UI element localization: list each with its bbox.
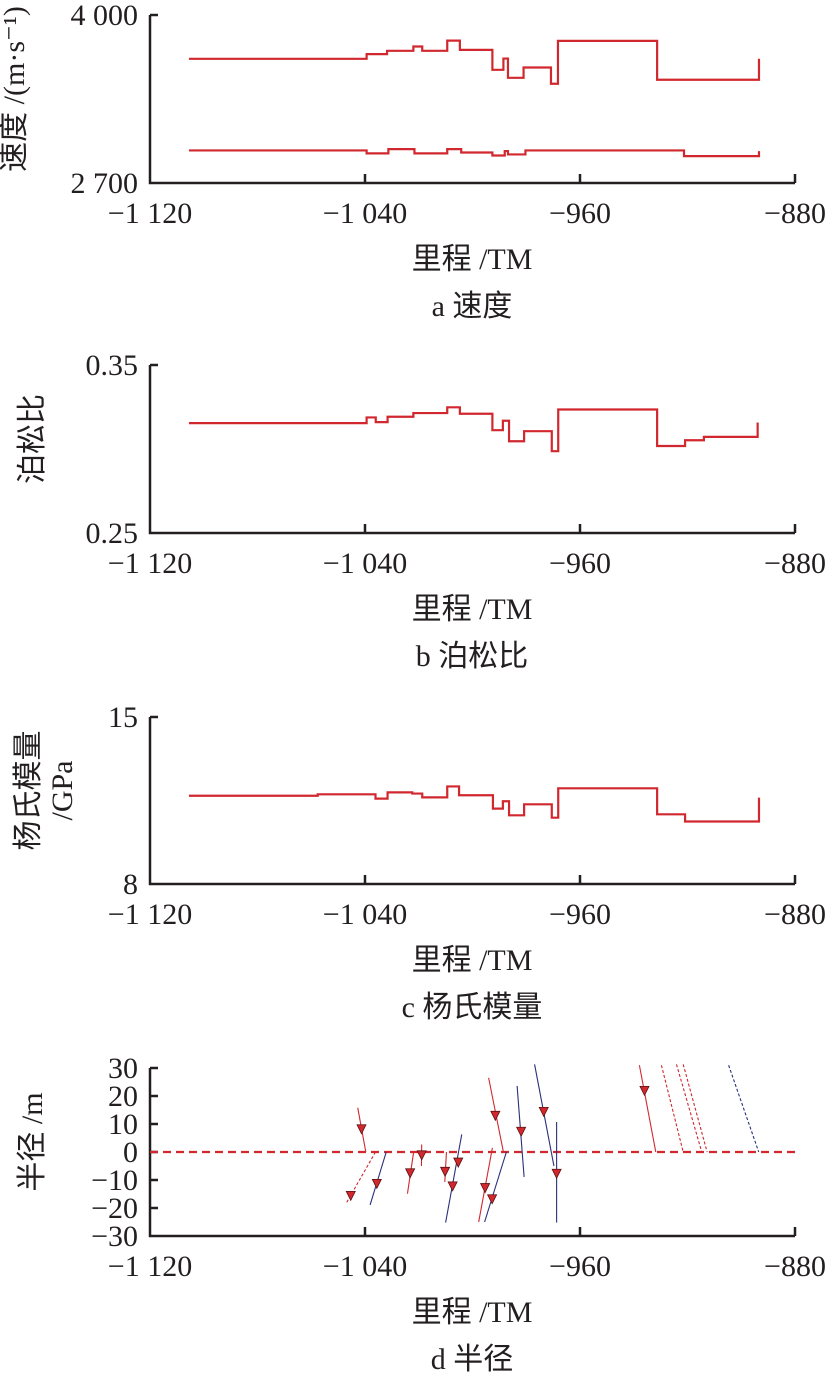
y-axis-label: 杨氏模量	[12, 731, 45, 851]
y-tick-label: 15	[108, 701, 138, 734]
radius-segment	[660, 1065, 684, 1153]
x-tick-label: −1 040	[323, 1250, 407, 1283]
triangle-marker	[447, 1181, 458, 1192]
x-axis-label: 里程 /TM	[412, 1296, 533, 1329]
radius-segment	[484, 1151, 507, 1223]
triangle-marker	[405, 1168, 416, 1179]
panel-caption: b 泊松比	[416, 640, 529, 673]
triangle-marker	[486, 1194, 498, 1205]
triangle-marker	[371, 1178, 382, 1190]
triangle-marker	[356, 1124, 367, 1135]
y-tick-label: 8	[123, 868, 138, 901]
x-tick-label: −880	[764, 898, 826, 931]
x-tick-label: −880	[764, 547, 826, 580]
x-tick-label: −960	[549, 898, 611, 931]
triangle-marker	[490, 1110, 501, 1122]
panel-a: −1 120 −1 040 −960 −880 4 000 2 700 里程 /TM a 速度…	[0, 0, 826, 323]
triangle-marker	[515, 1126, 527, 1138]
y-tick-label: 2 700	[71, 167, 139, 200]
radius-segment	[675, 1064, 703, 1153]
triangle-marker	[345, 1191, 356, 1202]
triangle-marker	[439, 1166, 451, 1178]
triangle-marker	[551, 1168, 562, 1180]
y-tick-label: 4 000	[71, 0, 139, 32]
y-tick-label: 0.35	[86, 349, 139, 382]
panel-b: −1 120 −1 040 −960 −880 0.35 0.25 里程 /TM b 泊松比 泊…	[16, 349, 826, 673]
x-axis-label: 里程 /TM	[412, 243, 533, 276]
axis-lines	[148, 717, 795, 886]
triangle-marker	[538, 1107, 549, 1118]
radius-segment	[638, 1065, 657, 1153]
x-tick-label: −880	[764, 1250, 826, 1283]
triangle-marker	[479, 1183, 491, 1194]
x-tick-label: −960	[549, 197, 611, 230]
x-tick-label: −1 040	[323, 197, 407, 230]
x-tick-label: −1 120	[108, 898, 192, 931]
y-axis-label: 泊松比	[16, 394, 49, 484]
x-tick-label: −1 120	[108, 197, 192, 230]
panel-caption: a 速度	[432, 290, 513, 323]
y-tick-label: 30	[108, 1052, 138, 1085]
series-line-0	[188, 39, 761, 85]
radius-segment	[682, 1064, 708, 1153]
y-tick-label: −10	[91, 1164, 138, 1197]
y-axis-label: 速度 /(m·s⁻¹)	[0, 6, 31, 172]
series-line-0	[188, 406, 759, 453]
y-tick-label: 0.25	[86, 517, 139, 550]
x-tick-label: −960	[549, 1250, 611, 1283]
y-tick-label: 10	[108, 1108, 138, 1141]
triangle-marker	[453, 1157, 464, 1168]
x-tick-label: −1 040	[323, 547, 407, 580]
panel-c: −1 120 −1 040 −960 −880 15 8 里程 /TM c 杨氏模量 杨氏模量 /…	[12, 701, 826, 1024]
y-tick-label: −30	[91, 1220, 138, 1253]
y-tick-label: 0	[123, 1136, 138, 1169]
series-line-1	[188, 148, 761, 158]
triangle-marker	[639, 1086, 650, 1097]
radius-segment	[728, 1065, 760, 1153]
x-tick-label: −1 120	[108, 1250, 192, 1283]
x-tick-label: −1 040	[323, 898, 407, 931]
x-tick-label: −1 120	[108, 547, 192, 580]
panel-caption: d 半径	[431, 1343, 514, 1375]
radius-segment	[445, 1134, 463, 1223]
radius-segment	[369, 1151, 387, 1206]
x-axis-label: 里程 /TM	[412, 944, 533, 977]
x-tick-label: −880	[764, 197, 826, 230]
axis-lines	[148, 365, 795, 535]
y-tick-label: 20	[108, 1080, 138, 1113]
y-axis-label: 半径 /m	[16, 1092, 49, 1191]
y-axis-label: /GPa	[46, 761, 79, 821]
x-tick-label: −960	[549, 547, 611, 580]
panel-caption: c 杨氏模量	[402, 991, 543, 1024]
x-axis-label: 里程 /TM	[412, 593, 533, 626]
y-tick-label: −20	[91, 1192, 138, 1225]
axis-lines	[148, 15, 795, 185]
series-line-0	[188, 785, 761, 823]
triangle-marker	[416, 1150, 427, 1161]
